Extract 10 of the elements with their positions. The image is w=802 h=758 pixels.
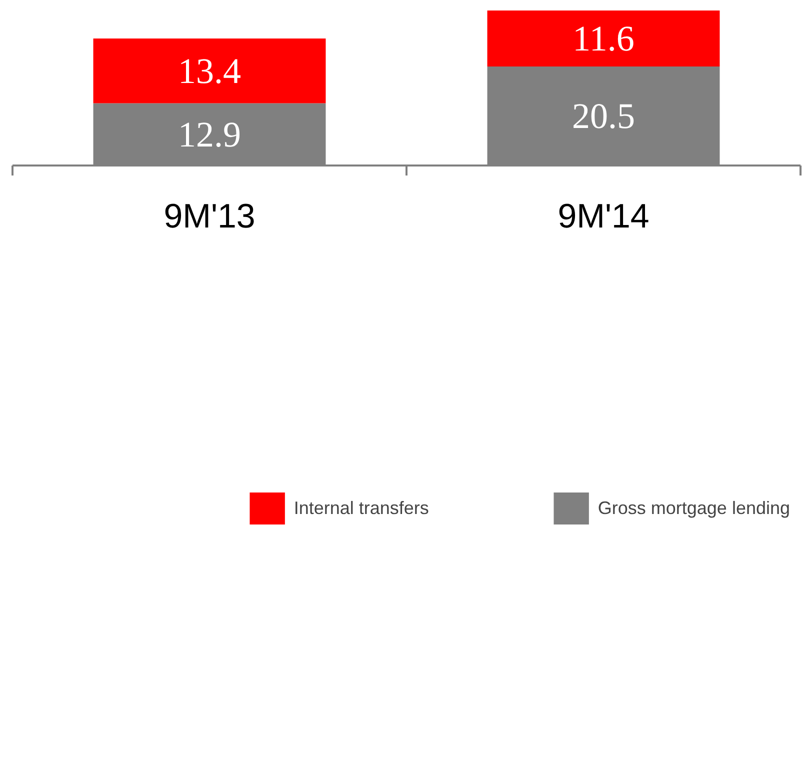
data-label: 12.9 (178, 114, 241, 154)
data-label: 20.5 (572, 96, 635, 136)
x-tick-label: 9M'13 (164, 198, 256, 236)
legend-label: Gross mortgage lending (598, 498, 790, 518)
bar (487, 10, 720, 67)
data-label: 13.4 (178, 50, 241, 91)
legend-label: Internal transfers (294, 498, 429, 518)
data-label: 11.6 (572, 18, 634, 59)
x-tick-label: 9M'14 (558, 198, 650, 236)
bar (93, 38, 326, 104)
